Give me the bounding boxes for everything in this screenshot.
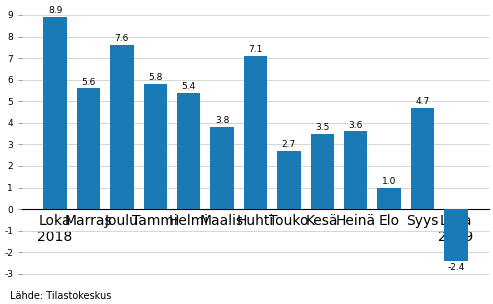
Text: 5.8: 5.8 — [148, 73, 163, 82]
Text: -2.4: -2.4 — [447, 263, 464, 272]
Bar — [444, 209, 468, 261]
Bar — [110, 45, 134, 209]
Text: 8.9: 8.9 — [48, 6, 62, 16]
Text: 5.4: 5.4 — [181, 82, 196, 91]
Bar — [177, 93, 200, 209]
Bar — [77, 88, 100, 209]
Bar — [311, 134, 334, 209]
Bar — [344, 131, 367, 209]
Bar — [43, 17, 67, 209]
Text: 7.1: 7.1 — [248, 45, 263, 54]
Text: 5.6: 5.6 — [81, 78, 96, 87]
Text: 3.5: 3.5 — [315, 123, 329, 132]
Text: Lähde: Tilastokeskus: Lähde: Tilastokeskus — [10, 291, 111, 301]
Bar — [277, 151, 301, 209]
Bar — [378, 188, 401, 209]
Bar — [143, 84, 167, 209]
Text: 3.6: 3.6 — [349, 121, 363, 130]
Bar — [211, 127, 234, 209]
Text: 7.6: 7.6 — [115, 34, 129, 43]
Text: 1.0: 1.0 — [382, 177, 396, 186]
Text: 4.7: 4.7 — [416, 97, 430, 106]
Text: 3.8: 3.8 — [215, 116, 229, 126]
Bar — [244, 56, 267, 209]
Text: 2.7: 2.7 — [282, 140, 296, 149]
Bar — [411, 108, 434, 209]
